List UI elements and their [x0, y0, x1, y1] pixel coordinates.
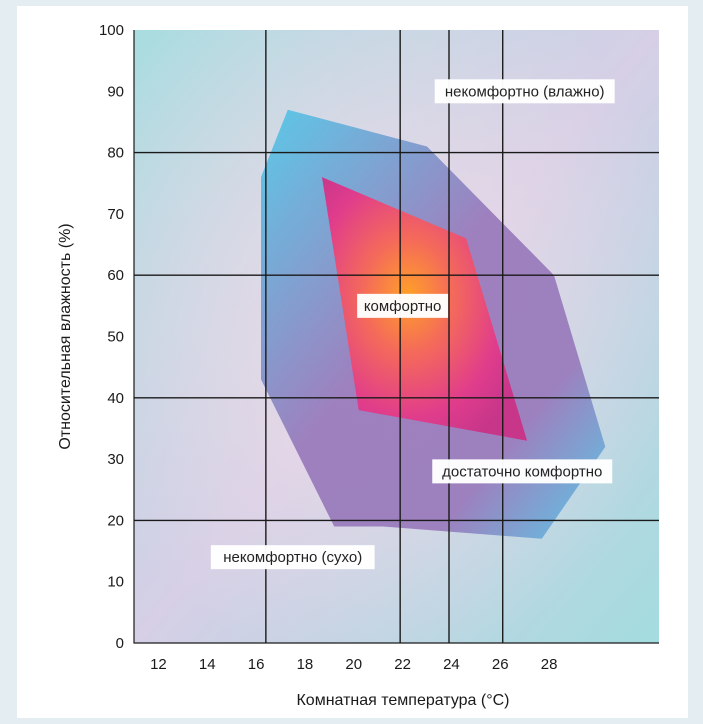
x-tick-label: 20 — [345, 656, 362, 673]
x-tick-label: 26 — [492, 656, 509, 673]
x-tick-label: 28 — [541, 656, 558, 673]
axis-lines — [133, 30, 659, 644]
y-tick-label: 60 — [107, 267, 124, 284]
zone-label-box — [432, 459, 613, 484]
zone-label-text: некомфортно (сухо) — [223, 549, 362, 566]
zone-label-text: достаточно комфортно — [442, 463, 602, 480]
y-tick-label: 40 — [107, 390, 124, 407]
zone-label: некомфортно (влажно) — [434, 79, 615, 104]
y-tick-label: 30 — [107, 451, 124, 468]
zone-label-box — [434, 79, 615, 104]
zone-labels: некомфортно (влажно) комфортно достаточно … — [210, 79, 615, 570]
zone-label: некомфортно (сухо) — [210, 545, 375, 570]
y-tick-label: 70 — [107, 206, 124, 223]
x-tick-label: 14 — [199, 656, 216, 673]
x-axis-title: Комнатная температура (°C) — [296, 692, 509, 709]
zone-label: комфортно — [357, 293, 449, 318]
y-tick-label: 0 — [116, 635, 124, 652]
x-tick-label: 22 — [394, 656, 411, 673]
y-tick-label: 90 — [107, 83, 124, 100]
y-tick-label: 50 — [107, 329, 124, 346]
x-axis-ticks: 12 14 16 18 20 22 24 26 28 — [150, 656, 557, 673]
zone-label-text: некомфортно (влажно) — [445, 83, 605, 100]
y-tick-label: 10 — [107, 574, 124, 591]
y-tick-label: 80 — [107, 145, 124, 162]
grid-lines — [134, 30, 659, 643]
zone-label-text: комфортно — [364, 298, 442, 315]
y-tick-label: 100 — [99, 22, 124, 39]
zone-label-box — [357, 293, 449, 318]
x-tick-label: 18 — [297, 656, 314, 673]
zone-label: достаточно комфортно — [432, 459, 613, 484]
y-axis-title: Относительная влажность (%) — [57, 223, 74, 449]
x-tick-label: 16 — [248, 656, 265, 673]
y-axis-ticks: 0 10 20 30 40 50 60 70 80 90 100 — [99, 22, 124, 652]
x-tick-label: 12 — [150, 656, 167, 673]
y-tick-label: 20 — [107, 512, 124, 529]
x-tick-label: 24 — [443, 656, 460, 673]
zone-label-box — [210, 545, 375, 570]
